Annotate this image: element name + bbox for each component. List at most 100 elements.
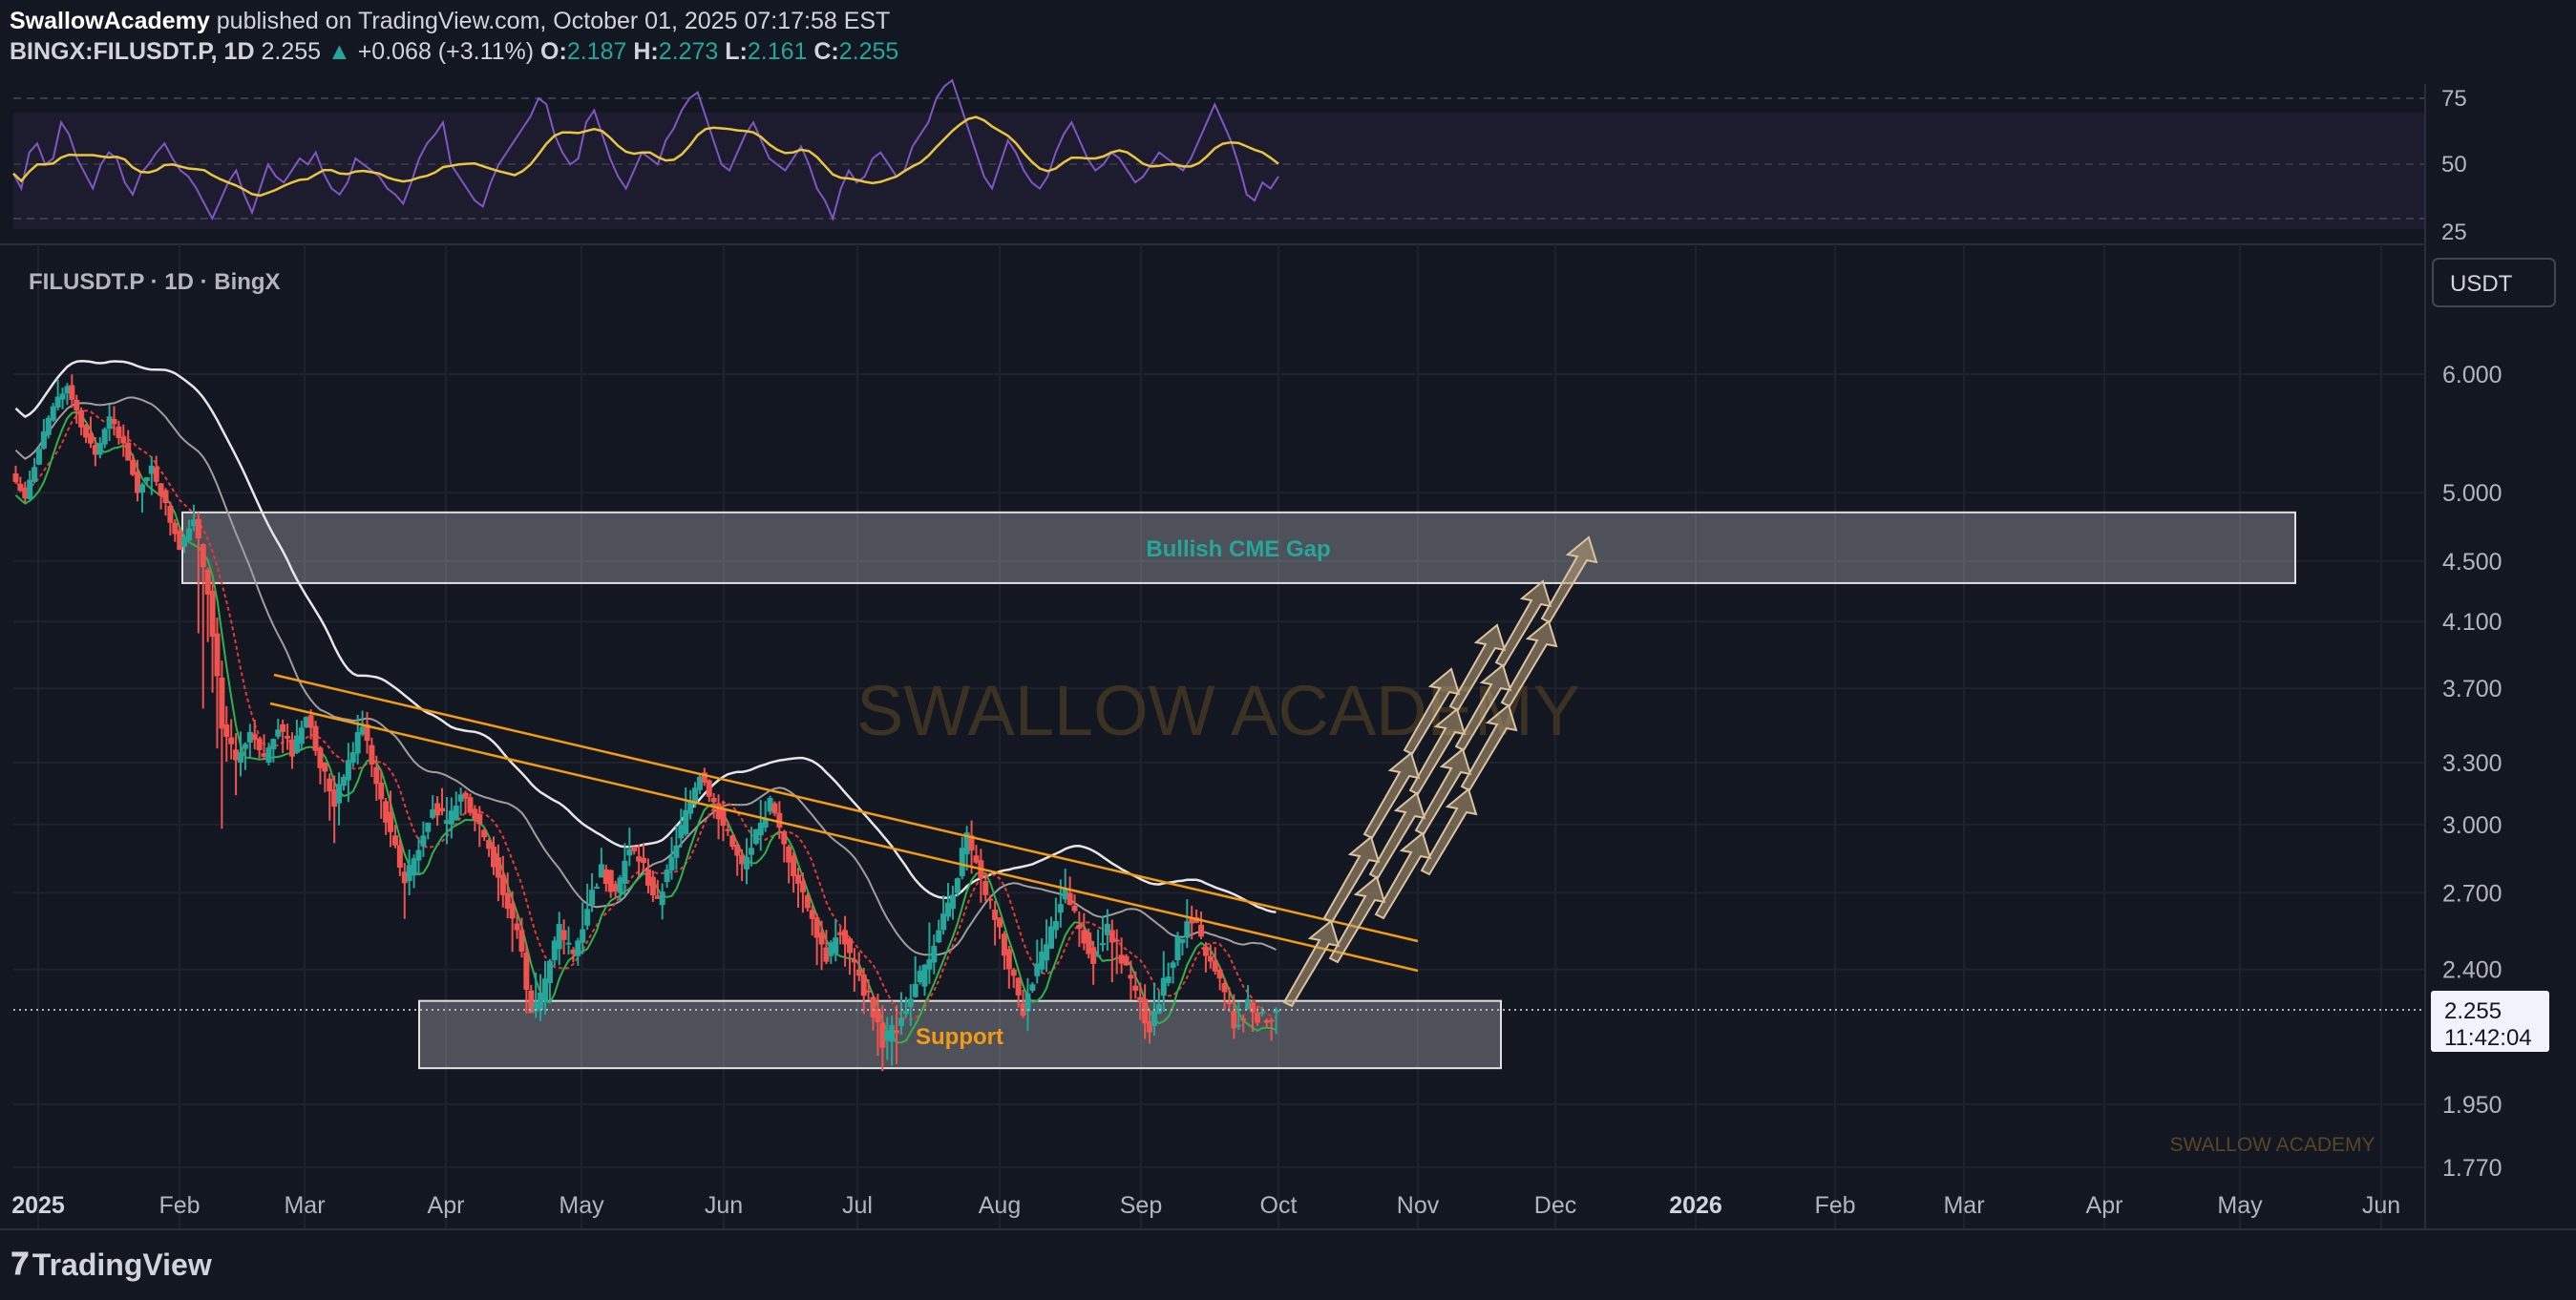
candle-body: [912, 983, 918, 997]
y-tick-label: 4.100: [2442, 609, 2502, 636]
x-tick-label: Jul: [842, 1192, 873, 1219]
candle-body: [439, 807, 446, 812]
candle-body: [602, 869, 609, 885]
candle-body: [654, 895, 661, 899]
y-tick-label: 2.700: [2442, 881, 2502, 908]
candle-body: [364, 723, 370, 742]
projection-arrow: [1500, 619, 1558, 708]
x-tick-label: Feb: [158, 1192, 200, 1219]
candle-body: [293, 735, 300, 753]
x-axis: 2025 Feb Mar Apr May Jun Jul Aug Sep Oct Nov Dec 202…: [11, 1192, 2400, 1219]
ma-200-line: [14, 360, 1277, 913]
candle-body: [1001, 933, 1007, 956]
candle-body: [69, 385, 75, 400]
candle-body: [683, 809, 689, 834]
candle-body: [298, 727, 305, 744]
candle-body: [125, 442, 132, 461]
last-price-value: 2.255: [261, 38, 322, 65]
tradingview-footer[interactable]: 𝟕 TradingView: [11, 1247, 212, 1283]
support-zone[interactable]: [418, 999, 1502, 1070]
candle-body: [1099, 943, 1106, 946]
candle-body: [570, 950, 577, 954]
candle-body: [251, 733, 258, 741]
candle-body: [40, 431, 47, 450]
candle-body: [631, 846, 638, 851]
candle-body: [280, 723, 286, 732]
candle-body: [523, 952, 530, 990]
close-value: 2.255: [838, 38, 899, 65]
candle-body: [383, 801, 390, 823]
candle-body: [481, 829, 488, 838]
candle-body: [22, 487, 29, 499]
x-tick-label: 2025: [11, 1192, 65, 1219]
projection-arrow: [1322, 835, 1381, 924]
trendline-lower[interactable]: [269, 702, 1419, 973]
candle-body: [813, 917, 820, 938]
candle-body: [1155, 1004, 1162, 1015]
candle-body: [415, 849, 422, 861]
candle-body: [1151, 1010, 1157, 1026]
candle-body: [725, 828, 731, 831]
candle-body: [1044, 944, 1050, 961]
candle-body: [1235, 1024, 1242, 1027]
candle-body: [106, 416, 113, 430]
candle-body: [1207, 955, 1214, 962]
candle-body: [1258, 1012, 1265, 1015]
candle-body: [622, 860, 628, 884]
cme-gap-label: Bullish CME Gap: [1146, 536, 1330, 562]
candle-body: [945, 902, 952, 917]
x-tick-label: Sep: [1120, 1192, 1162, 1219]
x-tick-label: Dec: [1534, 1192, 1576, 1219]
projection-arrow: [1374, 831, 1432, 920]
candle-body: [833, 937, 839, 954]
candle-body: [546, 960, 553, 984]
candle-body: [430, 809, 436, 818]
candle-body: [687, 800, 694, 814]
projection-arrows: [1282, 535, 1598, 1008]
candle-body: [1226, 1002, 1233, 1005]
currency-badge[interactable]: [2432, 258, 2556, 307]
candle-body: [495, 857, 501, 878]
ma-50-line: [14, 409, 1277, 1020]
candle-body: [265, 747, 272, 763]
candle-body: [837, 932, 844, 935]
candle-body: [757, 822, 764, 836]
candle-body: [636, 856, 643, 862]
candle-body: [776, 812, 783, 828]
candle-body: [303, 717, 309, 728]
author-name[interactable]: SwallowAcademy: [10, 8, 210, 34]
candle-body: [673, 845, 680, 858]
projection-arrow: [1420, 787, 1478, 876]
candle-body: [692, 787, 699, 805]
projection-arrow: [1414, 747, 1472, 836]
projection-arrow: [1282, 919, 1341, 1008]
candle-body: [1147, 1020, 1153, 1033]
candle-body: [598, 864, 604, 878]
rsi-series: [12, 78, 1279, 222]
candle-body: [1174, 935, 1181, 960]
candle-body: [172, 522, 179, 535]
candle-body: [317, 747, 324, 768]
x-tick-label: Mar: [1943, 1192, 1984, 1219]
candle-body: [448, 810, 454, 825]
y-tick-label: 3.000: [2442, 812, 2502, 839]
candle-body: [823, 947, 830, 962]
candle-body: [354, 732, 361, 754]
watermark-small: SWALLOW ACADEMY: [2169, 1134, 2375, 1156]
candle-body: [349, 752, 356, 763]
candle-body: [228, 737, 235, 744]
candle-body: [1123, 955, 1130, 966]
trendline-upper[interactable]: [273, 673, 1419, 943]
y-tick-label: 4.500: [2442, 549, 2502, 576]
candle-body: [388, 811, 394, 832]
rsi-tick-50: 50: [2441, 152, 2467, 178]
last-price-badge-value: 2.255: [2444, 998, 2502, 1024]
cme-gap-zone[interactable]: [181, 511, 2296, 584]
candle-body: [45, 417, 52, 435]
candle-body: [626, 849, 633, 856]
candle-body: [879, 1022, 886, 1048]
candle-body: [931, 945, 938, 963]
x-tick-label: Feb: [1814, 1192, 1855, 1219]
candle-body: [378, 782, 385, 800]
